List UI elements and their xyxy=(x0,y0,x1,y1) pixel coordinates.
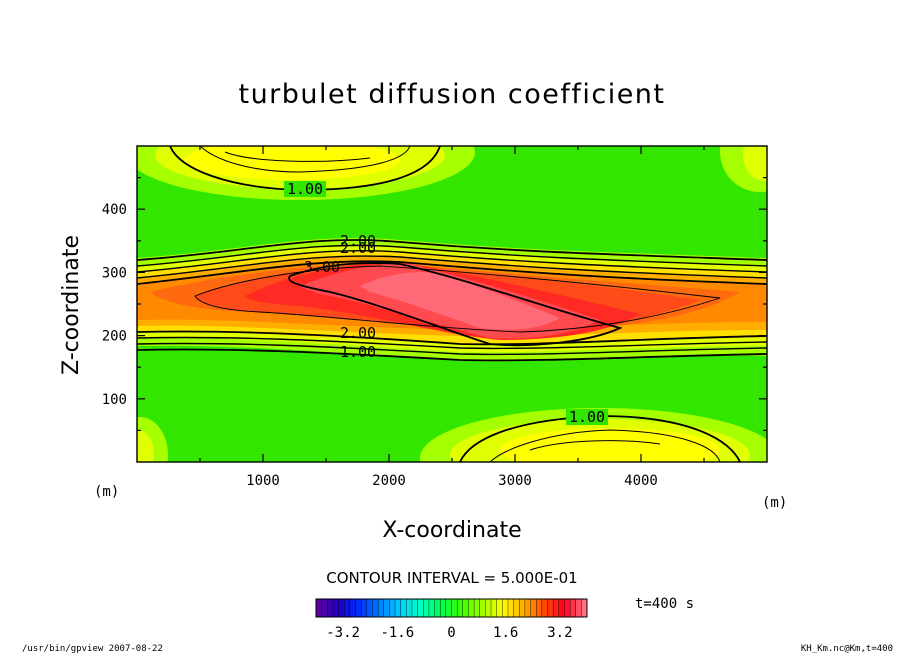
y-tick-label: 300 xyxy=(102,265,127,281)
colorbar-tick-label: 1.6 xyxy=(493,625,518,641)
contour-lines xyxy=(137,146,767,462)
contour-label: 2.00 xyxy=(340,324,376,342)
y-tick-labels: 100 200 300 400 xyxy=(102,202,127,408)
colorbar-swatch xyxy=(417,598,424,618)
y-axis-ticks xyxy=(137,177,767,431)
contour-lower-2 xyxy=(137,330,767,346)
y-unit-label: (m) xyxy=(94,484,119,500)
footer-right: KH_Km.nc@Km,t=400 xyxy=(801,644,893,654)
colorbar-tick-label: -1.6 xyxy=(380,625,414,641)
colorbar-swatch xyxy=(569,598,577,618)
colorbar-swatch xyxy=(558,598,565,618)
x-tick-label: 1000 xyxy=(246,473,280,489)
colorbar-swatch xyxy=(535,598,543,618)
colorbar-swatch xyxy=(530,598,537,618)
x-tick-label: 3000 xyxy=(498,473,532,489)
x-tick-labels: 1000 2000 3000 4000 xyxy=(246,473,658,489)
contour-lower-1 xyxy=(137,348,767,362)
colorbar-swatch xyxy=(473,598,481,618)
colorbar-swatch xyxy=(389,598,396,618)
colorbar-swatch xyxy=(344,598,351,618)
colorbar-swatch xyxy=(440,598,447,618)
footer-left: /usr/bin/gpview 2007-08-22 xyxy=(22,644,163,654)
colorbar-swatch xyxy=(552,598,560,618)
colorbar-swatch xyxy=(496,598,503,618)
contour-field: 1.00 1.00 2.00 3.00 2.00 2.00 1.00 xyxy=(137,146,767,462)
contour-interval-label: CONTOUR INTERVAL = 5.000E-01 xyxy=(326,569,577,587)
colorbar-swatch xyxy=(502,598,509,618)
colorbar-swatch xyxy=(485,598,492,618)
contour-upper-2 xyxy=(137,260,767,285)
x-tick-label: 4000 xyxy=(624,473,658,489)
y-tick-label: 400 xyxy=(102,202,127,218)
colorbar-swatch xyxy=(479,598,486,618)
colorbar-swatch xyxy=(513,598,520,618)
colorbar-swatch xyxy=(360,598,368,618)
y-tick-label: 200 xyxy=(102,329,127,345)
colorbar-swatch xyxy=(366,598,373,618)
contour-labels: 1.00 1.00 2.00 3.00 2.00 2.00 1.00 xyxy=(284,180,608,426)
colorbar-swatch xyxy=(411,598,419,618)
contour-label: 1.00 xyxy=(287,180,323,198)
colorbar-swatch xyxy=(581,598,588,618)
y-tick-label: 100 xyxy=(102,392,127,408)
colorbar-swatch xyxy=(456,598,464,618)
x-tick-label: 2000 xyxy=(372,473,406,489)
x-unit-label: (m) xyxy=(762,495,787,511)
colorbar-frame xyxy=(315,598,588,618)
colorbar-tick-label: -3.2 xyxy=(326,625,360,641)
colorbar-swatch xyxy=(451,598,458,618)
chart-title: turbulet diffusion coefficient xyxy=(238,79,665,110)
colorbar-swatch xyxy=(315,598,323,618)
colorbar-swatch xyxy=(423,598,430,618)
colorbar-tick-label: 0 xyxy=(447,625,455,641)
colorbar-swatch xyxy=(338,598,345,618)
colorbar-swatch xyxy=(321,598,328,618)
colorbar-swatch xyxy=(462,598,469,618)
colorbar-swatch xyxy=(349,598,357,618)
contour-label: 2.00 xyxy=(340,239,376,257)
contour-label: 2.00 xyxy=(340,232,376,250)
time-label: t=400 s xyxy=(635,596,694,612)
colorbar-swatch xyxy=(394,598,402,618)
colorbar-swatch xyxy=(490,598,498,618)
colorbar-swatch xyxy=(434,598,441,618)
colorbar xyxy=(315,598,588,618)
colorbar-swatch xyxy=(507,598,515,618)
contour-upper-1 xyxy=(137,239,767,261)
contour-label: 1.00 xyxy=(340,343,376,361)
colorbar-swatch xyxy=(406,598,413,618)
y-axis-label: Z-coordinate xyxy=(59,235,84,375)
colorbar-swatch xyxy=(541,598,548,618)
colorbar-tick-label: 3.2 xyxy=(547,625,572,641)
colorbar-swatch xyxy=(377,598,385,618)
colorbar-swatch xyxy=(468,598,475,618)
colorbar-swatch xyxy=(400,598,407,618)
colorbar-swatch xyxy=(428,598,436,618)
x-axis-ticks xyxy=(199,146,705,462)
colorbar-swatch xyxy=(372,598,379,618)
contour-label: 3.00 xyxy=(304,258,340,276)
colorbar-swatch xyxy=(524,598,532,618)
colorbar-swatch xyxy=(332,598,340,618)
colorbar-swatch xyxy=(547,598,554,618)
colorbar-swatch xyxy=(575,598,582,618)
colorbar-tick-labels: -3.2 -1.6 0 1.6 3.2 xyxy=(326,625,572,641)
contour-3 xyxy=(288,262,623,347)
x-axis-label: X-coordinate xyxy=(382,518,521,543)
colorbar-swatch xyxy=(355,598,362,618)
colorbar-swatch xyxy=(564,598,571,618)
colorbar-swatch xyxy=(519,598,526,618)
contour-label: 1.00 xyxy=(569,408,605,426)
colorbar-swatch xyxy=(383,598,390,618)
colorbar-swatch xyxy=(445,598,452,618)
colorbar-swatch xyxy=(327,598,334,618)
